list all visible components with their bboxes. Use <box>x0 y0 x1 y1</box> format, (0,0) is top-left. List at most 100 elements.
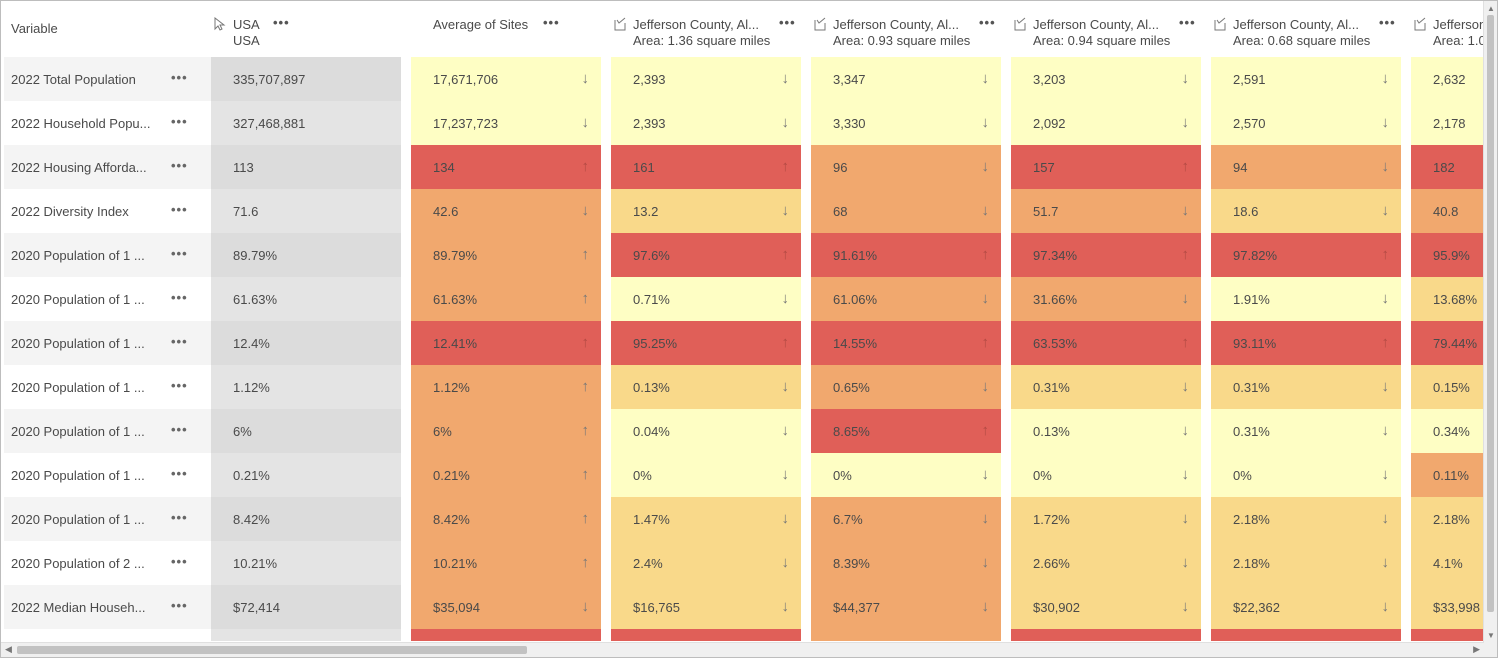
site-value-cell[interactable]: 0.31% ↓ <box>1211 365 1401 409</box>
scroll-down-arrow-icon[interactable]: ▼ <box>1487 631 1495 640</box>
scroll-up-arrow-icon[interactable]: ▲ <box>1487 4 1495 13</box>
site-value-cell[interactable]: 2,393 ↓ <box>611 101 801 145</box>
site-value-cell[interactable]: 157 ↑ <box>1011 145 1201 189</box>
variable-cell[interactable]: 2020 Population of 1 ... ••• <box>4 409 211 453</box>
scroll-right-arrow-icon[interactable]: ▶ <box>1473 644 1480 654</box>
header-site-1[interactable]: Jefferson County, Al... Area: 1.36 square… <box>611 1 801 57</box>
header-variable[interactable]: Variable <box>4 1 211 57</box>
variable-more-button[interactable]: ••• <box>171 422 188 437</box>
checkbox-icon[interactable] <box>1213 17 1227 31</box>
site-value-cell[interactable]: 95.9%↑ <box>1411 233 1484 277</box>
site-value-cell[interactable] <box>1011 629 1201 641</box>
variable-more-button[interactable]: ••• <box>171 554 188 569</box>
average-value-cell[interactable]: 17,671,706 ↓ <box>411 57 601 101</box>
variable-more-button[interactable]: ••• <box>171 598 188 613</box>
site-value-cell[interactable] <box>1211 629 1401 641</box>
site-value-cell[interactable]: 2,591 ↓ <box>1211 57 1401 101</box>
site-value-cell[interactable]: 3,203 ↓ <box>1011 57 1201 101</box>
site-value-cell[interactable]: $30,902 ↓ <box>1011 585 1201 629</box>
variable-more-button[interactable]: ••• <box>171 114 188 129</box>
site-value-cell[interactable]: 93.11% ↑ <box>1211 321 1401 365</box>
vertical-scrollbar[interactable]: ▲ ▼ <box>1483 1 1497 643</box>
header-usa-more-button[interactable]: ••• <box>273 15 290 30</box>
header-site-2[interactable]: Jefferson County, Al... Area: 0.93 square… <box>811 1 1001 57</box>
site-value-cell[interactable]: 61.06% ↓ <box>811 277 1001 321</box>
header-site-more-button[interactable]: ••• <box>779 15 796 30</box>
checkbox-icon[interactable] <box>1013 17 1027 31</box>
site-value-cell[interactable]: 97.82% ↑ <box>1211 233 1401 277</box>
site-value-cell[interactable]: 13.2 ↓ <box>611 189 801 233</box>
site-value-cell[interactable]: 1.72% ↓ <box>1011 497 1201 541</box>
site-value-cell[interactable]: 97.6% ↑ <box>611 233 801 277</box>
checkbox-icon[interactable] <box>1413 17 1427 31</box>
site-value-cell[interactable] <box>1411 629 1484 641</box>
site-value-cell[interactable]: 2.66% ↓ <box>1011 541 1201 585</box>
site-value-cell[interactable]: 13.68%↓ <box>1411 277 1484 321</box>
site-value-cell[interactable]: 0.65% ↓ <box>811 365 1001 409</box>
header-site-more-button[interactable]: ••• <box>979 15 996 30</box>
site-value-cell[interactable]: 0.31% ↓ <box>1211 409 1401 453</box>
header-average-more-button[interactable]: ••• <box>543 15 560 30</box>
site-value-cell[interactable]: 161 ↑ <box>611 145 801 189</box>
site-value-cell[interactable]: 0.13% ↓ <box>1011 409 1201 453</box>
site-value-cell[interactable]: 4.1%↓ <box>1411 541 1484 585</box>
variable-more-button[interactable]: ••• <box>171 510 188 525</box>
site-value-cell[interactable]: 2,570 ↓ <box>1211 101 1401 145</box>
site-value-cell[interactable]: 2,393 ↓ <box>611 57 801 101</box>
site-value-cell[interactable] <box>811 629 1001 641</box>
site-value-cell[interactable]: 0% ↓ <box>611 453 801 497</box>
site-value-cell[interactable]: 14.55% ↑ <box>811 321 1001 365</box>
average-value-cell[interactable]: 8.42% ↑ <box>411 497 601 541</box>
site-value-cell[interactable]: 2,092 ↓ <box>1011 101 1201 145</box>
variable-cell[interactable]: 2020 Population of 1 ... ••• <box>4 321 211 365</box>
site-value-cell[interactable]: 3,330 ↓ <box>811 101 1001 145</box>
header-site-more-button[interactable]: ••• <box>1379 15 1396 30</box>
variable-cell[interactable]: 2020 Population of 1 ... ••• <box>4 497 211 541</box>
header-usa[interactable]: USA USA ••• <box>211 1 401 57</box>
site-value-cell[interactable]: 94 ↓ <box>1211 145 1401 189</box>
horizontal-scrollbar[interactable]: ◀ ▶ <box>1 642 1484 657</box>
variable-more-button[interactable]: ••• <box>171 378 188 393</box>
checkbox-icon[interactable] <box>813 17 827 31</box>
variable-cell[interactable]: 2020 Population of 1 ... ••• <box>4 365 211 409</box>
site-value-cell[interactable]: 1.91% ↓ <box>1211 277 1401 321</box>
header-site-more-button[interactable]: ••• <box>1179 15 1196 30</box>
variable-cell[interactable]: 2022 Total Population ••• <box>4 57 211 101</box>
site-value-cell[interactable]: 0% ↓ <box>811 453 1001 497</box>
site-value-cell[interactable]: 8.65% ↑ <box>811 409 1001 453</box>
site-value-cell[interactable]: 18.6 ↓ <box>1211 189 1401 233</box>
site-value-cell[interactable]: 3,347 ↓ <box>811 57 1001 101</box>
site-value-cell[interactable]: 2,178↓ <box>1411 101 1484 145</box>
scroll-left-arrow-icon[interactable]: ◀ <box>5 644 12 654</box>
site-value-cell[interactable]: 2.18%↓ <box>1411 497 1484 541</box>
variable-cell[interactable]: 2020 Population of 2 ... ••• <box>4 541 211 585</box>
variable-more-button[interactable]: ••• <box>171 158 188 173</box>
horizontal-scroll-thumb[interactable] <box>17 646 527 654</box>
site-value-cell[interactable]: $22,362 ↓ <box>1211 585 1401 629</box>
site-value-cell[interactable]: 0% ↓ <box>1011 453 1201 497</box>
site-value-cell[interactable]: 0.13% ↓ <box>611 365 801 409</box>
site-value-cell[interactable]: 2.18%↓ <box>1211 541 1401 585</box>
site-value-cell[interactable]: 96 ↓ <box>811 145 1001 189</box>
site-value-cell[interactable]: 182↑ <box>1411 145 1484 189</box>
variable-more-button[interactable]: ••• <box>171 246 188 261</box>
header-site-4[interactable]: Jefferson County, Al... Area: 0.68 square… <box>1211 1 1401 57</box>
site-value-cell[interactable]: 0.31% ↓ <box>1011 365 1201 409</box>
site-value-cell[interactable]: 0.15%↓ <box>1411 365 1484 409</box>
variable-cell[interactable]: 2022 Diversity Index ••• <box>4 189 211 233</box>
site-value-cell[interactable]: 0.71% ↓ <box>611 277 801 321</box>
header-site-5[interactable]: Jefferson County, Al...Area: 1.02 square… <box>1411 1 1484 57</box>
average-value-cell[interactable]: 89.79% ↑ <box>411 233 601 277</box>
vertical-scroll-thumb[interactable] <box>1487 15 1494 612</box>
header-average[interactable]: Average of Sites ••• <box>411 1 601 57</box>
variable-cell[interactable]: 2020 Population of 1 ... ••• <box>4 233 211 277</box>
site-value-cell[interactable]: 0.04% ↓ <box>611 409 801 453</box>
average-value-cell[interactable]: 10.21% ↑ <box>411 541 601 585</box>
variable-more-button[interactable]: ••• <box>171 290 188 305</box>
site-value-cell[interactable]: 0.11%↓ <box>1411 453 1484 497</box>
variable-more-button[interactable]: ••• <box>171 70 188 85</box>
average-value-cell[interactable]: 17,237,723 ↓ <box>411 101 601 145</box>
average-value-cell[interactable]: 42.6 ↓ <box>411 189 601 233</box>
site-value-cell[interactable]: 6.7% ↓ <box>811 497 1001 541</box>
site-value-cell[interactable]: $33,998↓ <box>1411 585 1484 629</box>
